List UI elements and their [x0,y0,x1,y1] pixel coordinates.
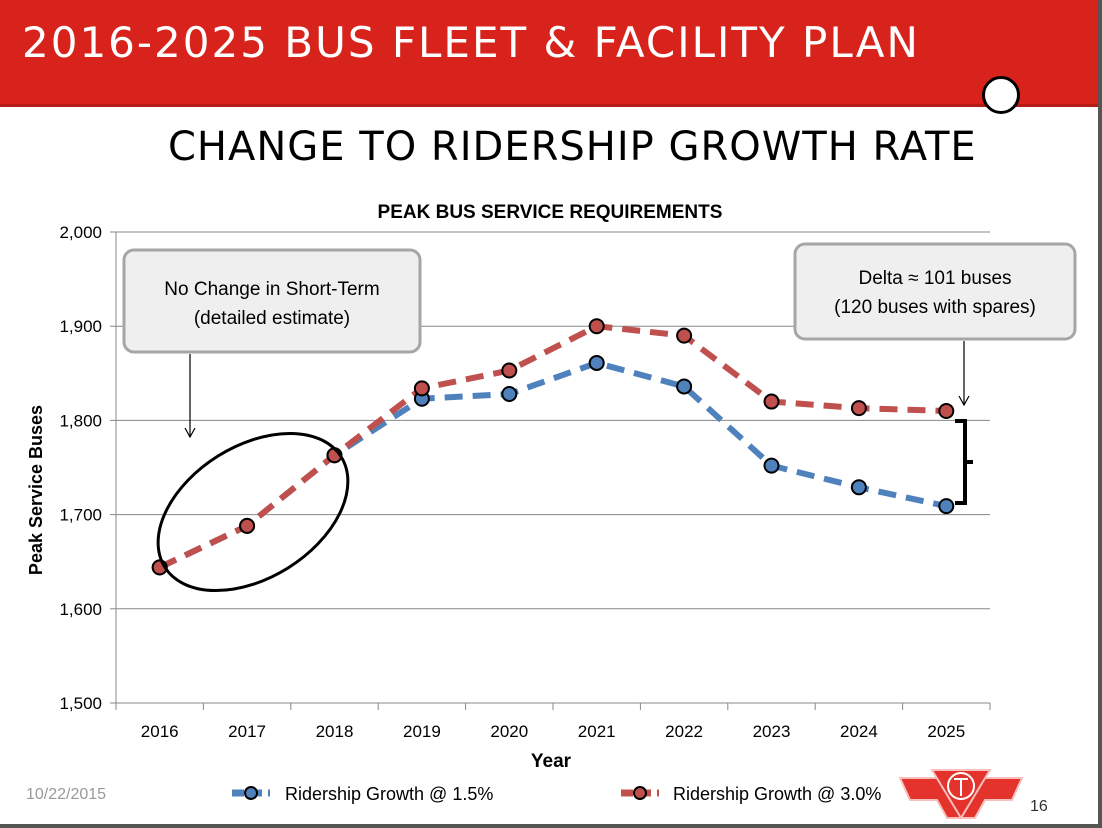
header-band: 2016-2025 BUS FLEET & FACILITY PLAN [0,0,1098,107]
y-tick-label: 1,800 [59,411,102,430]
data-point-0-2020 [501,386,518,403]
y-tick-label: 1,600 [59,600,102,619]
data-point-1-2021 [588,318,605,335]
x-tick-label: 2024 [840,722,878,741]
data-point-1-2020 [501,362,518,379]
y-axis-label: Peak Service Buses [26,405,46,575]
legend-label-blue: Ridership Growth @ 1.5% [285,784,493,804]
data-point-1-2019 [413,380,430,397]
y-tick-label: 1,500 [59,694,102,713]
annotation-short-term-line1: No Change in Short-Term [164,279,379,300]
y-tick-label: 1,700 [59,506,102,525]
legend-label-red: Ridership Growth @ 3.0% [673,784,881,804]
x-tick-label: 2020 [490,722,528,741]
data-point-1-2025 [938,402,955,419]
data-point-0-2023 [763,457,780,474]
ttc-logo [898,769,1024,820]
data-point-1-2023 [763,393,780,410]
data-point-1-2024 [850,400,867,417]
arrowhead-icon [184,427,196,439]
data-point-1-2022 [676,327,693,344]
delta-bracket [955,419,973,505]
x-tick-label: 2022 [665,722,703,741]
x-tick-label: 2016 [141,722,179,741]
y-tick-label: 1,900 [59,317,102,336]
x-tick-label: 2018 [316,722,354,741]
slide-date: 10/22/2015 [26,786,107,803]
data-point-0-2025 [938,498,955,515]
series-line-0 [158,359,947,571]
data-point-0-2024 [850,479,867,496]
header-title: 2016-2025 BUS FLEET & FACILITY PLAN [22,18,920,67]
legend-marker-red [633,786,647,800]
x-axis-label: Year [531,751,572,772]
x-tick-label: 2021 [578,722,616,741]
slide-subtitle: CHANGE TO RIDERSHIP GROWTH RATE [168,124,977,170]
circle-marker [982,76,1020,114]
arrowhead-icon [958,395,970,407]
data-point-0-2021 [588,354,605,371]
page-number: 16 [1030,798,1048,815]
series-line-1 [158,323,947,571]
highlight-ellipse [156,431,350,593]
data-point-1-2017 [239,517,256,534]
annotation-box-short-term [122,248,422,354]
x-tick-label: 2023 [753,722,791,741]
chart-title: PEAK BUS SERVICE REQUIREMENTS [378,202,723,223]
annotation-box-delta [793,242,1077,341]
x-tick-label: 2017 [228,722,266,741]
legend: Ridership Growth @ 1.5% Ridership Growth… [232,784,881,804]
x-tick-label: 2025 [927,722,965,741]
x-tick-label: 2019 [403,722,441,741]
y-tick-label: 2,000 [59,223,102,242]
annotation-delta-line2: (120 buses with spares) [834,297,1036,318]
annotation-short-term-line2: (detailed estimate) [194,308,350,329]
data-point-0-2022 [676,378,693,395]
annotation-delta-line1: Delta ≈ 101 buses [858,268,1011,289]
legend-marker-blue [244,786,258,800]
